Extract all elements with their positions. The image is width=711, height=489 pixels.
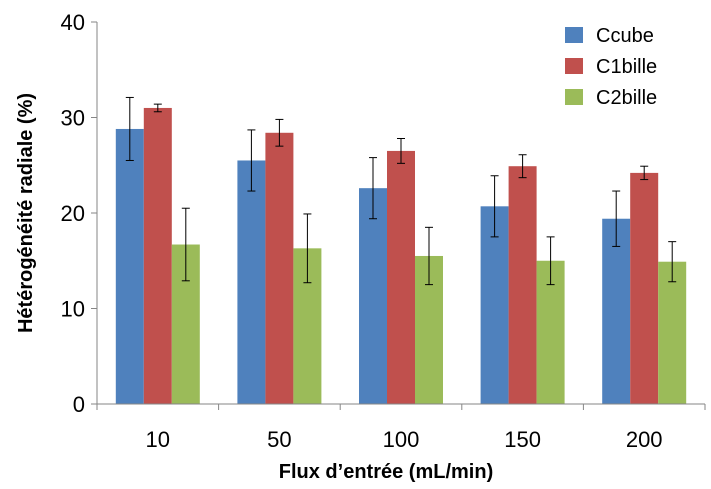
x-tick-label: 100	[383, 427, 420, 452]
y-axis-title: Hétérogénéité radiale (%)	[15, 93, 37, 333]
x-tick-label: 200	[626, 427, 663, 452]
bar-c2bille-200	[658, 261, 687, 404]
legend-swatch-c2bille	[565, 89, 583, 105]
legend: Ccube C1bille C2bille	[565, 25, 657, 109]
bar-c1bille-150	[508, 166, 537, 404]
bar-ccube-150	[480, 206, 509, 404]
x-axis-title: Flux d’entrée (mL/min)	[279, 461, 493, 483]
y-tick-label: 20	[61, 201, 85, 226]
y-tick-label: 0	[73, 392, 85, 417]
x-tick-label: 150	[504, 427, 541, 452]
bar-c1bille-100	[387, 150, 415, 404]
y-tick-label: 30	[61, 106, 85, 131]
error-bars-layer	[125, 96, 677, 286]
bars-layer	[115, 107, 687, 404]
bar-ccube-50	[237, 160, 266, 404]
x-tick-label: 50	[267, 427, 291, 452]
y-tick-label: 10	[61, 297, 85, 322]
legend-label-c2bille: C2bille	[596, 87, 657, 109]
legend-swatch-c1bille	[565, 58, 583, 74]
bar-ccube-200	[602, 218, 631, 404]
bar-c1bille-50	[265, 132, 294, 404]
bar-ccube-100	[359, 188, 387, 404]
bar-c1bille-200	[630, 172, 659, 404]
y-tick-label: 40	[61, 10, 85, 35]
bar-ccube-10	[115, 128, 144, 404]
x-axis-ticks: 10 50 100 150 200	[96, 404, 706, 452]
bar-c1bille-10	[143, 107, 172, 404]
legend-swatch-ccube	[565, 27, 583, 43]
legend-label-c1bille: C1bille	[596, 56, 657, 78]
y-axis-ticks: 0 10 20 30 40	[61, 10, 97, 417]
legend-label-ccube: Ccube	[596, 25, 654, 47]
x-tick-label: 10	[146, 427, 170, 452]
